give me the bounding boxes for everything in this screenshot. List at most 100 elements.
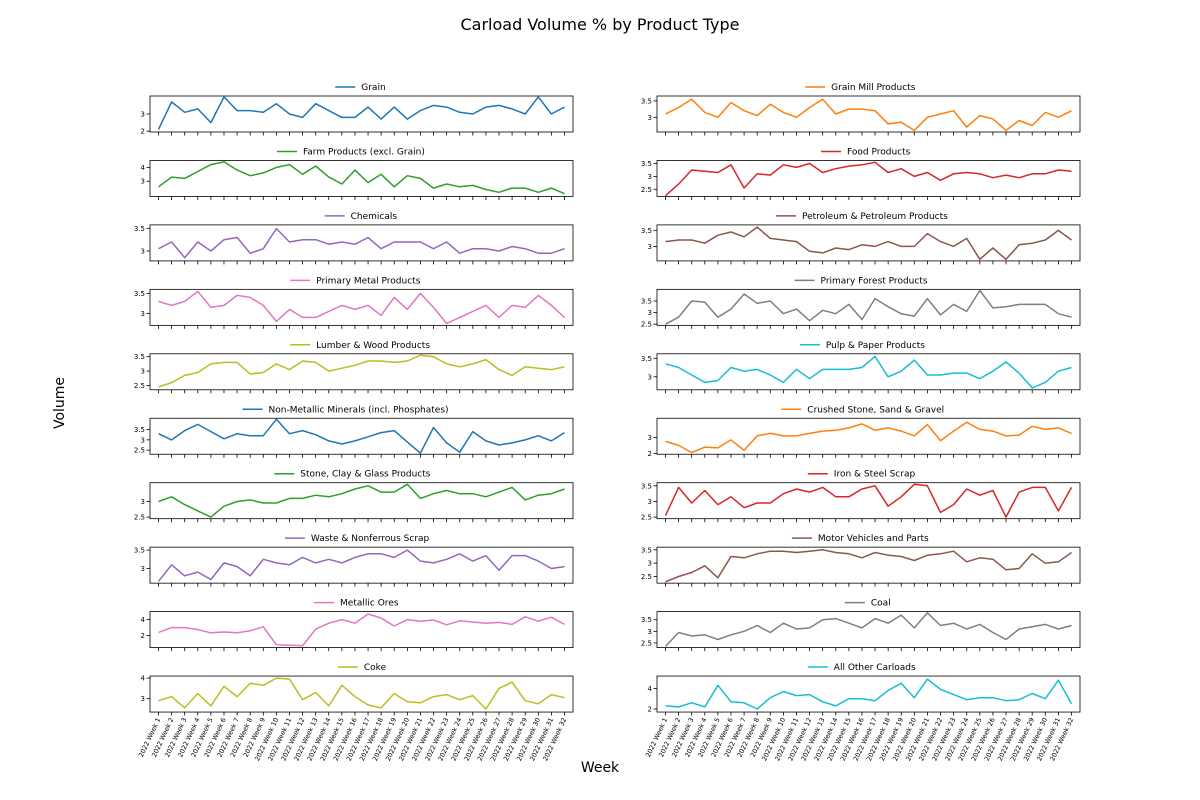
y-tick-label: 3: [648, 173, 652, 181]
legend-label: All Other Carloads: [834, 663, 916, 673]
series-line: [664, 612, 1072, 647]
legend-label: Farm Products (excl. Grain): [303, 147, 425, 157]
y-tick-label: 4: [648, 685, 653, 693]
axes-frame: [656, 611, 1081, 648]
x-axis-label: Week: [581, 760, 620, 776]
subplot-primary-forest-products: 2.5 3 3.5 Primary Forest Products: [641, 276, 1081, 329]
subplot-grain: 2 3 Grain: [141, 83, 574, 136]
axes-frame: [149, 288, 574, 326]
y-tick-label: 3: [648, 243, 652, 251]
axes-frame: [656, 353, 1081, 391]
legend-label: Crushed Stone, Sand & Gravel: [807, 405, 944, 415]
axes-frame: [656, 288, 1081, 326]
y-tick-label: 3.5: [134, 353, 145, 361]
series-line: [665, 289, 1072, 325]
y-tick-label: 3: [648, 560, 652, 568]
subplot-chemicals: 3 3.5 Chemicals: [134, 212, 574, 265]
axes-frame: [656, 160, 1081, 197]
series-line: [157, 96, 565, 130]
subplot-crushed-stone-sand-gravel: 2 3 Crushed Stone, Sand & Gravel: [648, 405, 1081, 458]
axes-frame: [149, 160, 574, 197]
subplot-primary-metal-products: 3 3.5 Primary Metal Products: [134, 276, 574, 329]
subplot-lumber-wood-products: 2.5 3 3.5 Lumber & Wood Products: [134, 341, 574, 394]
axes-frame: [149, 353, 574, 391]
legend-label: Iron & Steel Scrap: [834, 470, 916, 480]
subplot-farm-products-excl-grain: 3 4 Farm Products (excl. Grain): [141, 147, 574, 200]
axes-frame: [149, 224, 574, 262]
series-line: [158, 227, 565, 259]
y-tick-label: 3.5: [134, 225, 145, 233]
subplot-grid: 2 3 Grain 3 3.5 Grain Mill Products 3 4 Farm Pro…: [134, 83, 1081, 762]
legend-label: Coal: [871, 599, 891, 609]
y-tick-label: 3.5: [641, 297, 652, 305]
subplot-food-products: 2.5 3 3.5 Food Products: [641, 147, 1081, 200]
y-tick-label: 3: [141, 436, 145, 444]
y-tick-label: 3: [648, 373, 652, 381]
subplot-non-metallic-minerals-incl-phosphates: 2.5 3 3.5 Non-Metallic Minerals (incl. Phos…: [134, 405, 574, 458]
axes-frame: [656, 482, 1081, 520]
y-tick-label: 2: [648, 450, 652, 458]
y-tick-label: 2: [648, 705, 652, 713]
y-tick-label: 4: [141, 675, 146, 683]
subplot-waste-nonferrous-scrap: 3 3.5 Waste & Nonferrous Scrap: [134, 534, 574, 587]
y-tick-label: 3.5: [641, 97, 652, 105]
y-tick-label: 3: [141, 178, 145, 186]
subplot-motor-vehicles-and-parts: 2.5 3 3.5 Motor Vehicles and Parts: [641, 534, 1081, 587]
y-tick-label: 3.5: [641, 482, 652, 490]
y-tick-label: 3: [141, 565, 145, 573]
y-tick-label: 3.5: [134, 547, 145, 555]
legend-label: Chemicals: [351, 212, 398, 222]
series-line: [664, 483, 1073, 518]
axes-frame: [149, 95, 574, 133]
series-line: [665, 549, 1072, 583]
y-tick-label: 3: [141, 498, 145, 506]
y-tick-label: 2.5: [641, 639, 652, 647]
y-tick-label: 4: [141, 164, 146, 172]
legend-label: Metallic Ores: [340, 599, 399, 609]
axes-frame: [656, 417, 1081, 455]
y-tick-label: 3: [648, 114, 652, 122]
series-line: [158, 161, 565, 195]
series-line: [158, 290, 566, 325]
legend-label: Lumber & Wood Products: [316, 341, 430, 351]
y-tick-label: 3: [648, 434, 652, 442]
legend-label: Non-Metallic Minerals (incl. Phosphates): [269, 405, 449, 415]
y-tick-label: 3: [648, 309, 652, 317]
legend-label: Coke: [364, 663, 387, 673]
y-tick-label: 4: [141, 616, 146, 624]
y-tick-label: 2.5: [641, 321, 652, 329]
y-tick-label: 3.5: [641, 355, 652, 363]
y-tick-label: 2.5: [134, 382, 145, 390]
subplot-petroleum-petroleum-products: 3 3.5 Petroleum & Petroleum Products: [641, 212, 1081, 265]
y-tick-label: 3: [141, 310, 145, 318]
subplot-coal: 2.5 3 3.5 Coal: [641, 599, 1081, 652]
series-line: [158, 354, 565, 388]
y-tick-label: 3.5: [641, 160, 652, 168]
y-tick-label: 3: [141, 368, 145, 376]
axes-frame: [149, 675, 574, 713]
axes-frame: [149, 611, 574, 648]
legend-label: Primary Forest Products: [821, 276, 928, 286]
series-line: [665, 161, 1072, 197]
y-tick-label: 3: [141, 695, 145, 703]
series-line: [158, 677, 565, 710]
y-tick-label: 3.5: [641, 616, 652, 624]
legend-label: Pulp & Paper Products: [826, 341, 925, 351]
y-tick-label: 2.5: [641, 514, 652, 522]
axes-frame: [656, 675, 1081, 713]
legend-label: Primary Metal Products: [316, 276, 421, 286]
legend-label: Grain: [361, 83, 385, 93]
y-tick-label: 2.5: [641, 573, 652, 581]
axes-frame: [656, 95, 1081, 133]
axes-frame: [149, 546, 574, 584]
series-line: [665, 678, 1073, 710]
axes-frame: [656, 224, 1081, 262]
y-tick-label: 3.5: [641, 227, 652, 235]
y-tick-label: 2: [141, 128, 145, 136]
y-tick-label: 3: [141, 111, 145, 119]
legend-label: Petroleum & Petroleum Products: [802, 212, 948, 222]
subplot-iron-steel-scrap: 2.5 3 3.5 Iron & Steel Scrap: [641, 470, 1081, 523]
series-line: [665, 355, 1072, 389]
